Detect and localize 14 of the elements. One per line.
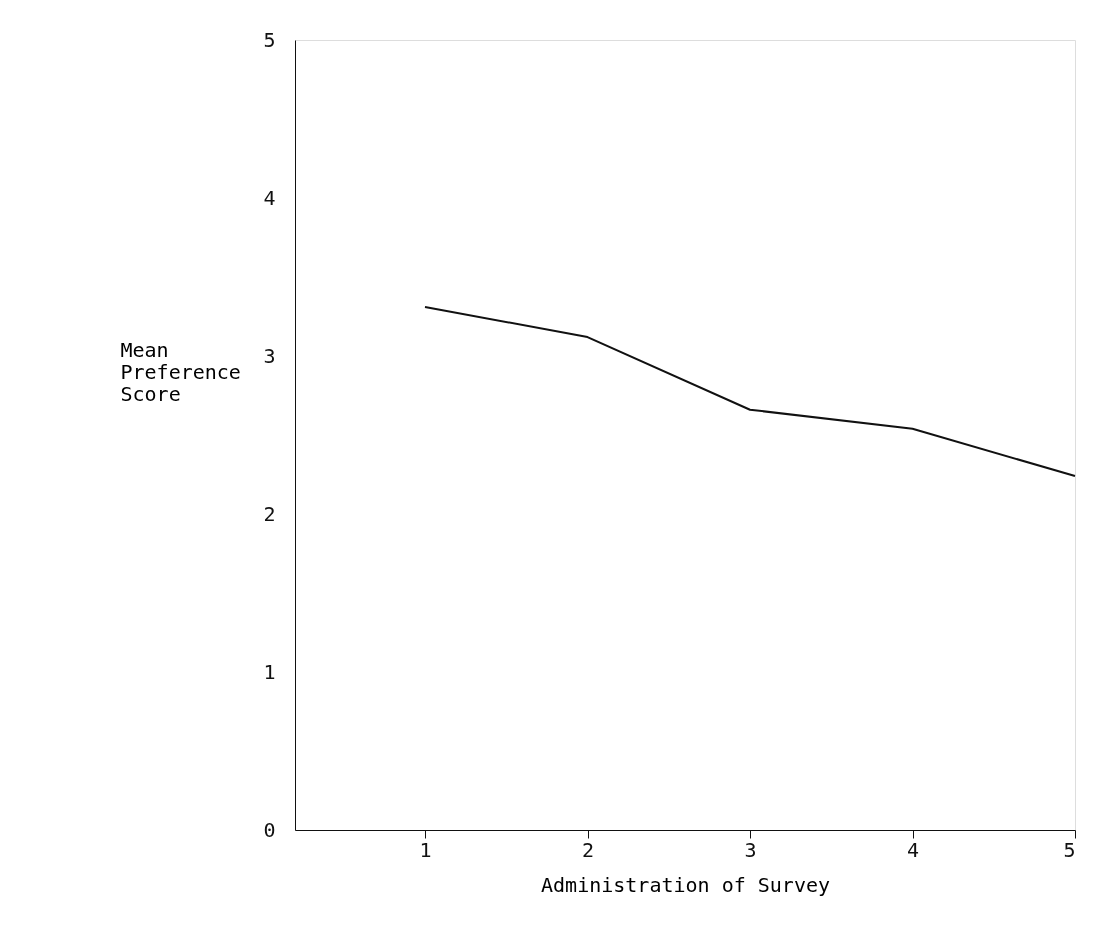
y-axis-title: Mean Preference Score bbox=[120, 337, 241, 406]
x-tick-label: 3 bbox=[744, 837, 757, 862]
x-tick-label: 1 bbox=[419, 837, 432, 862]
line-series bbox=[424, 306, 1076, 478]
x-tick-label: 4 bbox=[906, 837, 920, 862]
y-tick-label: 4 bbox=[263, 185, 276, 210]
x-tick-label: 2 bbox=[581, 837, 595, 862]
x-tick-label: 5 bbox=[1063, 837, 1076, 862]
y-tick-label: 1 bbox=[263, 659, 276, 684]
y-tick-label: 0 bbox=[263, 817, 276, 842]
y-tick-label: 5 bbox=[263, 27, 276, 52]
x-axis-title: Administration of Survey bbox=[541, 872, 830, 897]
y-tick-label: 2 bbox=[263, 501, 276, 526]
y-tick-label: 3 bbox=[263, 343, 276, 368]
